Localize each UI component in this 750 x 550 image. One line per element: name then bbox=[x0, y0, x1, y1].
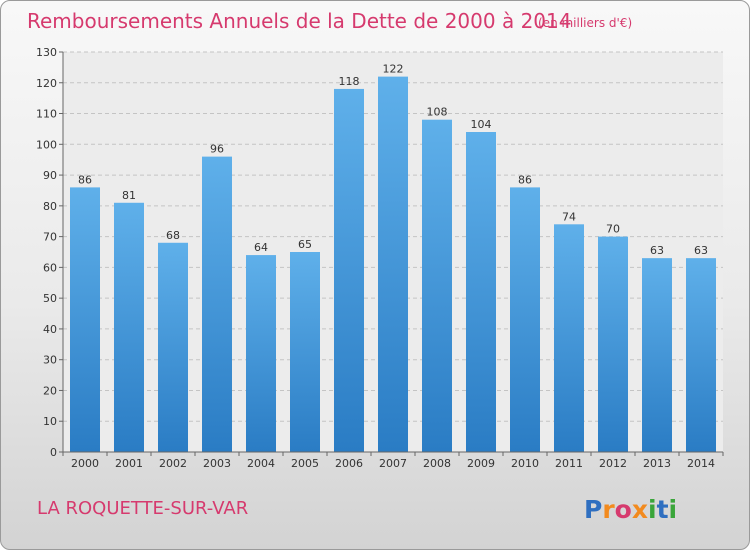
bar-2004 bbox=[246, 255, 276, 452]
bar-2012 bbox=[598, 236, 628, 452]
x-tick-label: 2014 bbox=[687, 457, 715, 470]
bar-value-label: 64 bbox=[254, 241, 268, 254]
bar-value-label: 68 bbox=[166, 229, 180, 242]
y-tick-label: 110 bbox=[36, 108, 57, 121]
bar-value-label: 122 bbox=[383, 63, 404, 76]
x-tick-label: 2004 bbox=[247, 457, 275, 470]
y-tick-label: 30 bbox=[43, 354, 57, 367]
x-tick-label: 2012 bbox=[599, 457, 627, 470]
y-tick-label: 100 bbox=[36, 138, 57, 151]
y-tick-label: 90 bbox=[43, 169, 57, 182]
bar-2013 bbox=[642, 258, 672, 452]
y-tick-label: 130 bbox=[36, 46, 57, 59]
chart-title: Remboursements Annuels de la Dette de 20… bbox=[27, 9, 571, 33]
x-tick-label: 2010 bbox=[511, 457, 539, 470]
bar-2014 bbox=[686, 258, 716, 452]
bar-value-label: 108 bbox=[427, 106, 448, 119]
chart-subtitle: (en milliers d'€) bbox=[538, 16, 632, 30]
bar-2003 bbox=[202, 156, 232, 452]
proxiti-logo: Proxiti bbox=[584, 495, 677, 524]
y-axis-ticks: 0 10 20 30 40 50 60 70 80 90 100 110 120 130 bbox=[36, 46, 64, 459]
x-tick-label: 2008 bbox=[423, 457, 451, 470]
bar-2011 bbox=[554, 224, 584, 452]
bar-value-label: 70 bbox=[606, 223, 620, 236]
bar-2001 bbox=[114, 202, 144, 452]
x-tick-label: 2002 bbox=[159, 457, 187, 470]
bar-2010 bbox=[510, 187, 540, 452]
logo-letter: o bbox=[615, 495, 632, 524]
bar-value-label: 86 bbox=[518, 173, 532, 186]
bar-2008 bbox=[422, 119, 452, 452]
bar-2006 bbox=[334, 88, 364, 452]
bar-value-label: 65 bbox=[298, 238, 312, 251]
bar-2000 bbox=[70, 187, 100, 452]
bar-value-label: 81 bbox=[122, 189, 136, 202]
logo-letter: i bbox=[648, 495, 657, 524]
y-tick-label: 80 bbox=[43, 200, 57, 213]
bar-value-label: 74 bbox=[562, 210, 576, 223]
x-tick-label: 2013 bbox=[643, 457, 671, 470]
y-tick-label: 120 bbox=[36, 77, 57, 90]
logo-letter: P bbox=[584, 495, 602, 524]
y-tick-label: 10 bbox=[43, 415, 57, 428]
y-tick-label: 0 bbox=[50, 446, 57, 459]
y-tick-label: 60 bbox=[43, 261, 57, 274]
x-tick-label: 2003 bbox=[203, 457, 231, 470]
logo-letter: r bbox=[602, 495, 615, 524]
y-tick-label: 50 bbox=[43, 292, 57, 305]
x-tick-label: 2006 bbox=[335, 457, 363, 470]
bar-value-label: 104 bbox=[471, 118, 492, 131]
bar-value-label: 63 bbox=[694, 244, 708, 257]
y-tick-label: 70 bbox=[43, 231, 57, 244]
x-tick-label: 2007 bbox=[379, 457, 407, 470]
logo-letter: i bbox=[669, 495, 678, 524]
x-tick-label: 2009 bbox=[467, 457, 495, 470]
location-name: LA ROQUETTE-SUR-VAR bbox=[37, 498, 248, 519]
y-tick-label: 40 bbox=[43, 323, 57, 336]
bar-value-label: 86 bbox=[78, 173, 92, 186]
bar-2007 bbox=[378, 76, 408, 452]
bars: 86 81 68 96 64 65 118 122 108 104 86 74 70 63 63 bbox=[70, 63, 716, 452]
x-axis-ticks: 2000 2001 2002 2003 2004 2005 2006 2007 2008 2009… bbox=[62, 451, 724, 470]
logo-letter: t bbox=[657, 495, 669, 524]
bar-value-label: 118 bbox=[339, 75, 360, 88]
bar-value-label: 63 bbox=[650, 244, 664, 257]
bar-value-label: 96 bbox=[210, 143, 224, 156]
x-tick-label: 2000 bbox=[71, 457, 99, 470]
logo-letter: x bbox=[632, 495, 648, 524]
bar-2009 bbox=[466, 132, 496, 452]
x-tick-label: 2011 bbox=[555, 457, 583, 470]
bar-2005 bbox=[290, 252, 320, 452]
y-tick-label: 20 bbox=[43, 384, 57, 397]
x-tick-label: 2005 bbox=[291, 457, 319, 470]
x-tick-label: 2001 bbox=[115, 457, 143, 470]
bar-2002 bbox=[158, 242, 188, 452]
